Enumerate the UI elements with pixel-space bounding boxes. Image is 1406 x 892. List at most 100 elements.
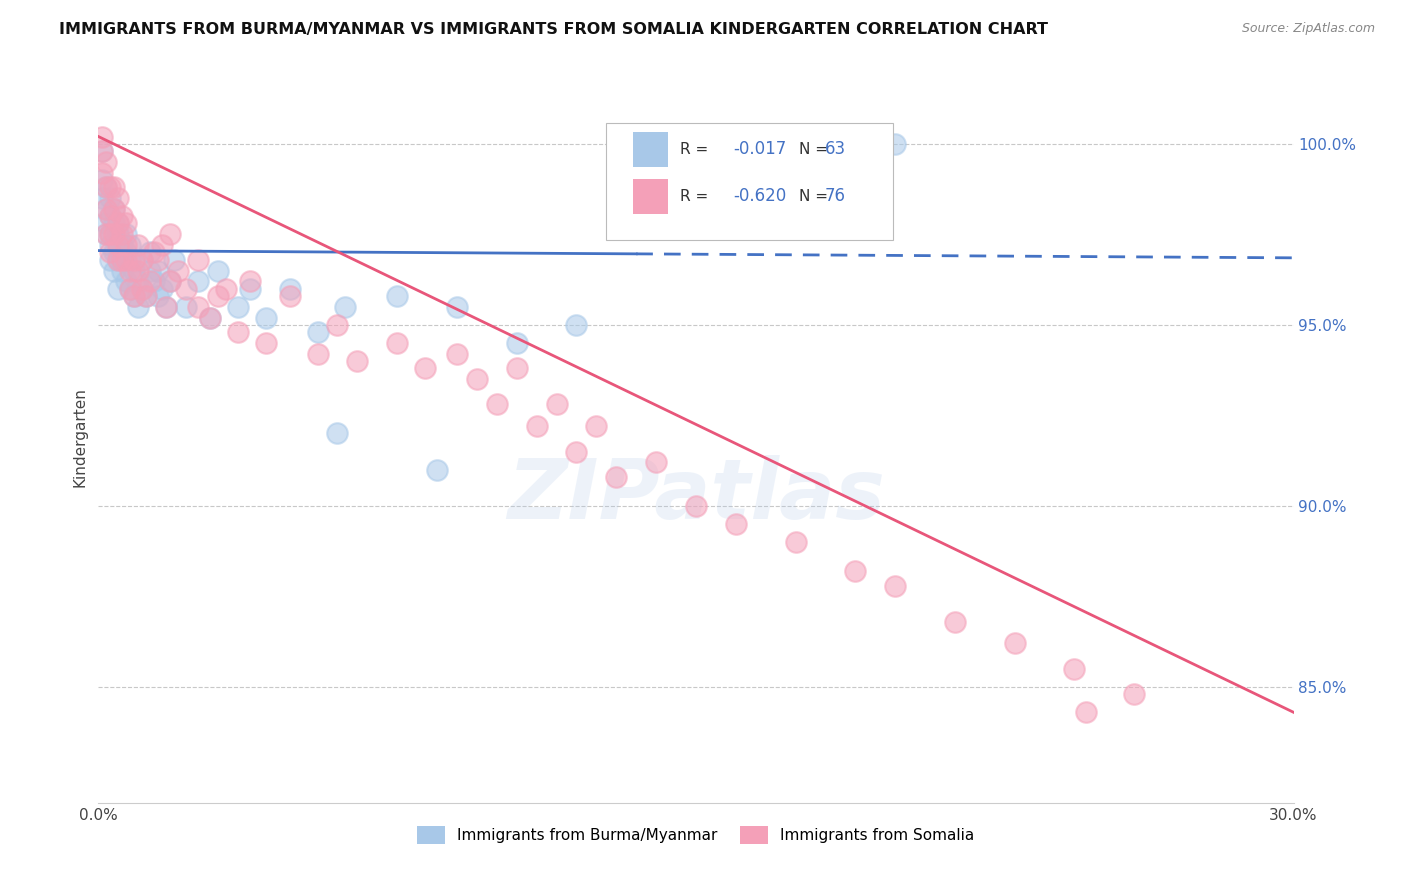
Point [96,180,118,194]
Point [155,300,177,314]
Point [159,274,181,288]
Point [565,444,588,458]
Point [239,282,262,296]
Point [91,191,114,205]
Point [98,252,122,267]
Point [143,245,166,260]
Point [585,419,607,434]
Text: -0.620: -0.620 [733,187,786,205]
Point [565,318,588,332]
Point [226,300,249,314]
Point [127,238,149,252]
Point [103,216,125,230]
Point [446,300,468,314]
Point [785,535,807,549]
Point [207,263,229,277]
Point [174,300,197,314]
Point [103,202,125,216]
Point [526,419,548,434]
Point [326,318,349,332]
Point [124,289,146,303]
Point [107,252,129,267]
Point [685,499,707,513]
Point [159,274,181,288]
Point [278,282,301,296]
Point [98,245,122,260]
Point [1004,636,1026,650]
Point [254,310,277,325]
Point [120,282,142,296]
Point [884,578,907,592]
Point [103,227,125,242]
Point [124,252,146,267]
Point [724,516,747,531]
Point [226,325,249,339]
Point [98,227,122,242]
Point [111,209,134,223]
Point [115,245,138,260]
Point [307,347,329,361]
Point [111,227,134,242]
Point [98,209,122,223]
Point [96,202,118,216]
Point [426,463,449,477]
Point [446,347,468,361]
Text: N =: N = [799,189,828,203]
Point [167,263,190,277]
Point [103,180,125,194]
Point [239,274,262,288]
Point [385,289,409,303]
Point [127,300,149,314]
Point [335,300,357,314]
Point [135,289,157,303]
FancyBboxPatch shape [633,178,668,214]
Point [120,238,142,252]
Point [413,361,436,376]
Point [107,282,129,296]
Point [143,274,166,288]
Point [91,173,114,187]
Point [139,263,162,277]
Point [485,397,508,411]
Point [844,564,866,578]
Point [150,282,173,296]
Point [96,180,118,194]
Point [207,289,229,303]
Point [546,397,568,411]
Point [98,191,122,205]
Point [96,227,118,242]
Point [103,245,125,260]
Point [115,274,138,288]
Point [326,426,349,441]
Point [150,238,173,252]
Point [124,263,146,277]
Point [198,310,221,325]
Point [115,238,138,252]
Point [127,274,149,288]
Text: R =: R = [681,142,709,157]
Point [96,216,118,230]
Point [159,227,181,242]
Point [107,242,129,256]
Point [465,372,488,386]
Point [506,335,529,350]
Point [91,144,114,158]
Point [155,300,177,314]
Point [215,282,238,296]
Point [120,282,142,296]
Point [148,263,170,277]
Point [174,282,197,296]
Point [91,166,114,180]
Point [163,252,186,267]
Point [103,202,125,216]
Point [198,310,221,325]
Text: R =: R = [681,189,709,203]
Text: Source: ZipAtlas.com: Source: ZipAtlas.com [1241,22,1375,36]
Point [187,300,209,314]
Point [187,252,209,267]
FancyBboxPatch shape [606,122,893,240]
Point [115,216,138,230]
Point [254,335,277,350]
Text: N =: N = [799,142,828,157]
Point [1076,706,1098,720]
